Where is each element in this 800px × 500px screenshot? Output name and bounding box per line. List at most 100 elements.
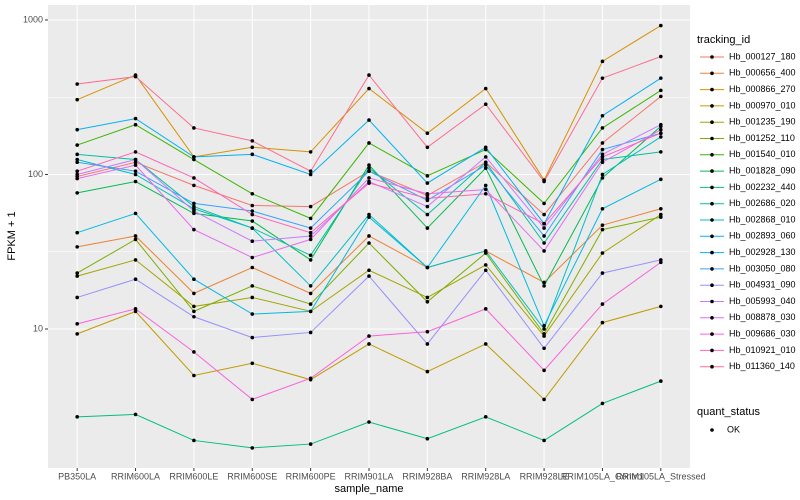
point [75, 152, 79, 157]
point [133, 169, 138, 174]
point [192, 373, 196, 378]
point [483, 86, 488, 91]
legend-key-point [710, 120, 714, 124]
point [600, 401, 605, 406]
x-tick-label: RRIM600SE [227, 471, 277, 481]
point [308, 216, 313, 221]
point [425, 204, 430, 209]
point [192, 309, 196, 314]
point [192, 277, 196, 282]
point [308, 226, 313, 230]
point [367, 268, 371, 273]
point [659, 215, 663, 219]
legend-label: Hb_010921_010 [729, 345, 796, 355]
point [367, 73, 371, 77]
point [425, 131, 430, 136]
point [308, 150, 313, 154]
point [425, 196, 430, 201]
point [659, 304, 663, 309]
x-axis-title: sample_name [334, 483, 403, 495]
point [308, 237, 313, 242]
point [659, 76, 663, 80]
point [600, 172, 605, 177]
point [600, 141, 605, 145]
point [367, 420, 371, 424]
point [367, 141, 371, 145]
point [250, 226, 255, 230]
point [483, 268, 488, 273]
point [308, 302, 313, 306]
point [367, 274, 371, 278]
x-tick-label: RRIM928LA [461, 471, 510, 481]
legend-label: Hb_002686_020 [729, 198, 796, 208]
point [425, 436, 430, 441]
point [250, 312, 255, 316]
point [133, 172, 138, 177]
x-tick-label: RRIM600PE [286, 471, 336, 481]
legend-label: Hb_002868_010 [729, 214, 796, 224]
point [367, 334, 371, 338]
point [659, 94, 663, 99]
point [192, 438, 196, 443]
point [250, 145, 255, 150]
point [308, 330, 313, 335]
legend-label: Hb_000656_400 [729, 68, 796, 78]
point [367, 241, 371, 245]
point [133, 277, 138, 282]
legend-label: Hb_002893_060 [729, 231, 796, 241]
point [133, 307, 138, 311]
point [192, 201, 196, 206]
point [483, 249, 488, 253]
x-tick-label: RRIM600LA [111, 471, 160, 481]
point [250, 397, 255, 402]
point [542, 212, 546, 217]
point [308, 230, 313, 235]
legend-title: tracking_id [697, 34, 750, 46]
point [425, 174, 430, 178]
point [483, 145, 488, 150]
point [192, 157, 196, 162]
point [250, 361, 255, 366]
point [308, 284, 313, 288]
point [483, 166, 488, 170]
point [250, 191, 255, 196]
point [367, 234, 371, 238]
point [75, 160, 79, 165]
point [75, 97, 79, 102]
point [367, 215, 371, 219]
legend-label: Hb_000866_270 [729, 84, 796, 94]
point [659, 127, 663, 132]
point [600, 223, 605, 227]
point [659, 135, 663, 139]
point [250, 335, 255, 340]
point [600, 59, 605, 64]
point [192, 350, 196, 354]
point [75, 245, 79, 249]
point [367, 212, 371, 217]
point [75, 157, 79, 162]
legend-key-point [710, 185, 714, 190]
point [250, 212, 255, 217]
point [192, 227, 196, 232]
point [425, 299, 430, 304]
point [425, 212, 430, 217]
point [542, 397, 546, 402]
point [542, 226, 546, 230]
point [367, 342, 371, 346]
point [367, 176, 371, 180]
point [542, 234, 546, 238]
point [250, 139, 255, 143]
point [542, 201, 546, 206]
point [367, 163, 371, 167]
point [600, 126, 605, 130]
point [192, 314, 196, 319]
x-tick-label: RRIM901LA [344, 471, 393, 481]
point [192, 155, 196, 159]
point [250, 255, 255, 260]
legend-label: Hb_011360_140 [729, 361, 795, 371]
point [600, 302, 605, 306]
point [425, 191, 430, 196]
point [600, 113, 605, 118]
point [659, 150, 663, 154]
point [600, 176, 605, 180]
